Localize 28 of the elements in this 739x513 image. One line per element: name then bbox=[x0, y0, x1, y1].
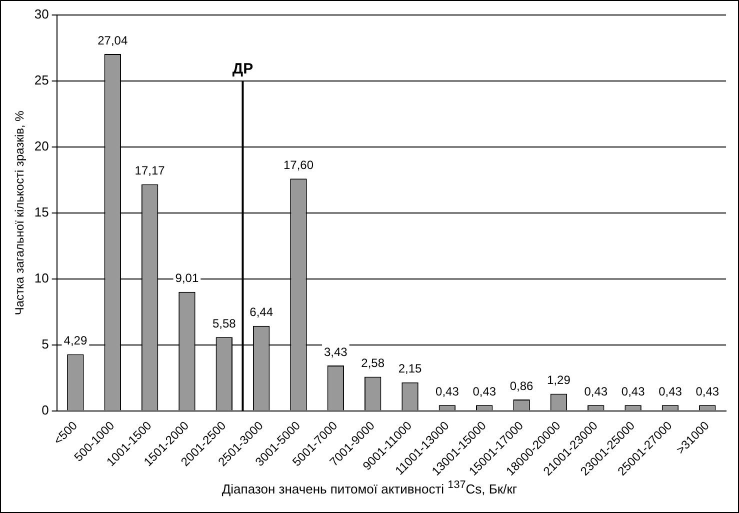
y-tick-label: 10 bbox=[34, 270, 49, 286]
data-label: 1,29 bbox=[547, 373, 571, 388]
x-axis-title: Діапазон значень питомої активності $^{137}$Cs, Бк/кг bbox=[220, 479, 518, 496]
data-label: 17,17 bbox=[134, 164, 166, 178]
data-label: 27,04 bbox=[98, 33, 128, 48]
y-tick-label: 0 bbox=[42, 402, 49, 418]
data-label: 9,01 bbox=[175, 271, 199, 286]
data-label: 0,43 bbox=[436, 384, 460, 398]
data-label: 0,43 bbox=[621, 384, 646, 398]
y-axis-title: Частка загальної кількості зразків, % bbox=[12, 110, 27, 316]
y-tick-label: 5 bbox=[42, 336, 49, 352]
y-tick-label: 25 bbox=[34, 72, 49, 88]
y-tick-label: 30 bbox=[34, 6, 49, 22]
data-label: 0,43 bbox=[584, 384, 608, 398]
data-label: 17,60 bbox=[283, 158, 314, 172]
data-label: 3,43 bbox=[324, 344, 348, 359]
data-label: 5,58 bbox=[212, 316, 236, 330]
data-label: 0,43 bbox=[658, 384, 682, 398]
data-label: 2,58 bbox=[361, 356, 385, 370]
data-label: 2,15 bbox=[398, 362, 422, 376]
data-label: 0,43 bbox=[472, 384, 496, 398]
data-label: 0,43 bbox=[696, 384, 720, 398]
y-tick-label: 20 bbox=[34, 138, 49, 154]
data-label: 0,86 bbox=[510, 378, 534, 393]
ref-line-label: ДР bbox=[232, 60, 254, 78]
y-tick-label: 15 bbox=[34, 204, 49, 220]
data-label: 4,29 bbox=[64, 334, 88, 348]
data-label: 6,44 bbox=[250, 305, 274, 320]
